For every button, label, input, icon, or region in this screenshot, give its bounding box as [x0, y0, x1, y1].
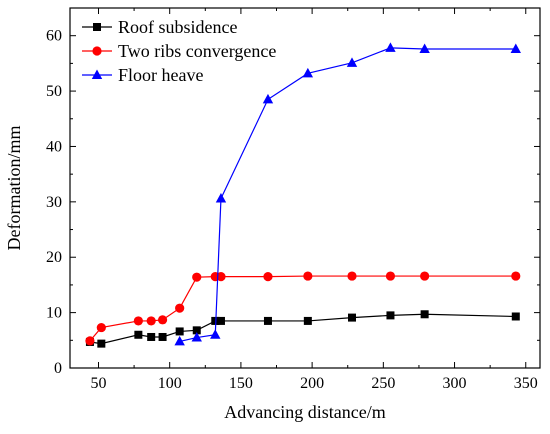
legend-marker [91, 69, 103, 79]
series-line [179, 47, 516, 343]
data-point [134, 330, 143, 339]
series-layer [85, 42, 521, 348]
legend-item: Roof subsidence [82, 17, 237, 37]
y-tick-label: 50 [46, 83, 62, 100]
data-point [85, 336, 95, 346]
axis-ticks: 50 100 150 200 250 300 350 0 10 20 30 40 50 60 [46, 8, 540, 392]
data-point [347, 271, 357, 281]
data-point [157, 315, 168, 325]
x-tick-label: 50 [90, 375, 106, 392]
data-point [216, 272, 226, 282]
legend-item: Two ribs convergence [82, 41, 276, 61]
y-tick-label: 10 [46, 305, 62, 322]
data-point [216, 316, 225, 325]
legend-marker [92, 46, 102, 56]
legend-item: Floor heave [82, 65, 203, 85]
data-point [192, 326, 201, 335]
data-point [511, 312, 520, 321]
x-tick-label: 100 [158, 375, 182, 392]
legend-label: Floor heave [118, 65, 203, 85]
data-point [419, 43, 430, 53]
y-tick-label: 30 [46, 194, 62, 211]
data-point [97, 339, 106, 348]
data-point [263, 316, 272, 325]
data-point [511, 271, 521, 281]
data-point [385, 271, 396, 281]
y-tick-label: 0 [54, 360, 62, 377]
data-point [510, 43, 521, 53]
data-point [174, 335, 185, 346]
data-point [175, 303, 185, 313]
x-tick-label: 250 [371, 375, 395, 392]
series-circle [85, 271, 521, 346]
legend-marker [93, 23, 101, 31]
plot-frame [69, 7, 541, 369]
data-point [385, 42, 396, 52]
data-point [302, 67, 314, 78]
data-point [263, 272, 273, 282]
legend: Roof subsidence Two ribs convergence Floor… [82, 17, 276, 85]
data-point [96, 322, 106, 333]
data-point [262, 93, 274, 104]
data-point [303, 316, 312, 325]
data-point [210, 329, 221, 339]
x-tick-label: 350 [514, 375, 538, 392]
data-point [348, 313, 356, 322]
data-point [146, 316, 156, 326]
series-triangle [174, 42, 521, 346]
x-tick-label: 200 [300, 375, 324, 392]
data-point [192, 272, 202, 282]
y-tick-label: 20 [46, 249, 62, 266]
legend-label: Two ribs convergence [118, 41, 276, 61]
series-line [89, 275, 516, 342]
data-point [346, 57, 358, 67]
data-point [158, 332, 167, 341]
data-point [303, 271, 313, 281]
x-tick-label: 300 [443, 375, 467, 392]
x-tick-label: 150 [229, 375, 253, 392]
data-point [386, 311, 395, 320]
data-point [215, 193, 227, 203]
data-point [147, 332, 156, 341]
series-square [85, 310, 520, 348]
data-point [133, 316, 143, 326]
data-point [420, 310, 429, 319]
data-point [191, 332, 202, 342]
x-axis-title: Advancing distance/m [224, 402, 385, 422]
data-point [175, 327, 184, 336]
y-tick-label: 40 [46, 138, 62, 155]
data-point [420, 271, 430, 281]
y-axis-title: Deformation/mm [4, 126, 24, 251]
y-tick-label: 60 [46, 28, 62, 45]
legend-label: Roof subsidence [118, 17, 237, 37]
